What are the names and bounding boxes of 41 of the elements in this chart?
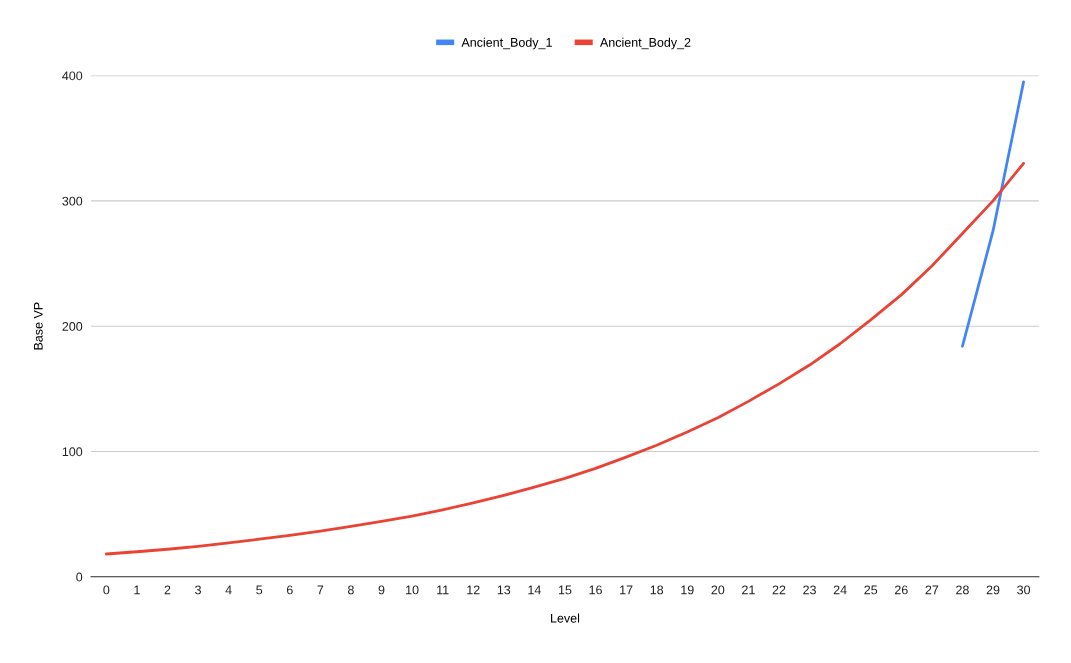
y-axis-title: Base VP	[33, 302, 43, 350]
x-tick-label: 18	[650, 585, 664, 595]
legend-label: Ancient_Body_2	[599, 37, 691, 50]
x-tick-label: 26	[894, 585, 908, 595]
x-tick-label: 8	[347, 585, 354, 595]
x-tick-label: 23	[803, 585, 816, 595]
x-tick-label: 12	[467, 585, 480, 595]
x-tick-label: 22	[772, 585, 786, 595]
x-tick-label: 25	[864, 585, 878, 595]
x-axis-title: Level	[551, 613, 580, 623]
x-tick-label: 24	[833, 585, 847, 595]
x-tick-label: 19	[681, 585, 694, 595]
x-tick-label: 27	[925, 585, 939, 595]
legend-label: Ancient_Body_1	[461, 37, 552, 50]
x-tick-label: 28	[956, 585, 969, 595]
y-tick-label: 200	[62, 322, 83, 331]
y-tick-label: 300	[62, 196, 83, 206]
x-tick-label: 7	[317, 585, 324, 595]
y-tick-label: 0	[76, 572, 83, 582]
x-tick-label: 3	[195, 585, 201, 595]
x-tick-label: 5	[256, 585, 263, 595]
x-tick-label: 15	[558, 585, 572, 595]
x-tick-label: 30	[1017, 585, 1031, 595]
y-tick-label: 100	[62, 447, 83, 457]
x-tick-label: 0	[103, 585, 110, 595]
x-tick-label: 20	[711, 585, 725, 595]
x-tick-label: 4	[225, 585, 232, 595]
x-tick-label: 10	[406, 585, 419, 595]
x-tick-label: 29	[986, 585, 1000, 595]
x-tick-label: 11	[437, 585, 449, 595]
x-tick-label: 6	[286, 585, 293, 595]
x-tick-label: 13	[497, 585, 511, 595]
x-tick-label: 2	[164, 585, 171, 595]
x-tick-label: 16	[589, 585, 602, 595]
x-tick-label: 21	[742, 585, 755, 595]
x-tick-label: 17	[620, 585, 633, 595]
x-tick-label: 9	[378, 585, 385, 595]
x-tick-label: 14	[528, 585, 541, 595]
x-tick-label: 1	[134, 585, 140, 595]
line-series	[104, 161, 1025, 556]
y-tick-label: 400	[62, 71, 83, 81]
